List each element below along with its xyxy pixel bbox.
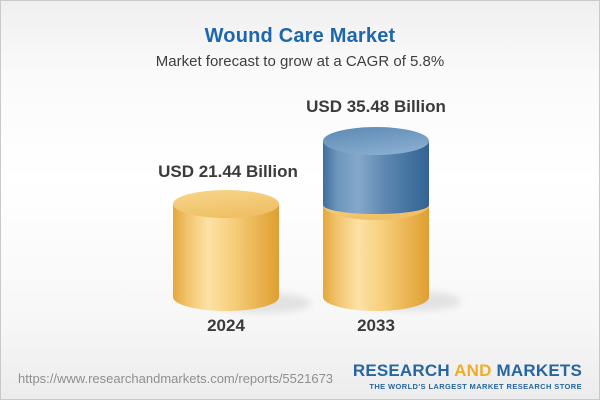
logo-word-markets: MARKETS: [496, 361, 582, 380]
research-and-markets-logo: RESEARCH AND MARKETS THE WORLD'S LARGEST…: [353, 362, 582, 392]
value-label-2024: USD 21.44 Billion: [158, 162, 298, 181]
category-label-2033: 2033: [357, 316, 395, 335]
logo-tagline: THE WORLD'S LARGEST MARKET RESEARCH STOR…: [369, 382, 582, 391]
value-label-2033: USD 35.48 Billion: [306, 97, 446, 116]
logo-word-research: RESEARCH: [352, 361, 450, 380]
chart-subtitle: Market forecast to grow at a CAGR of 5.8…: [155, 53, 445, 70]
cylinder-bar-2033: [323, 127, 429, 311]
logo-word-and: AND: [454, 361, 492, 380]
category-label-2024: 2024: [207, 316, 245, 335]
report-url: https://www.researchandmarkets.com/repor…: [18, 371, 334, 386]
chart-title: Wound Care Market: [204, 25, 396, 47]
logo-wordmark: RESEARCH AND MARKETS: [353, 362, 582, 380]
cylinder-bar-2024: [173, 190, 279, 311]
